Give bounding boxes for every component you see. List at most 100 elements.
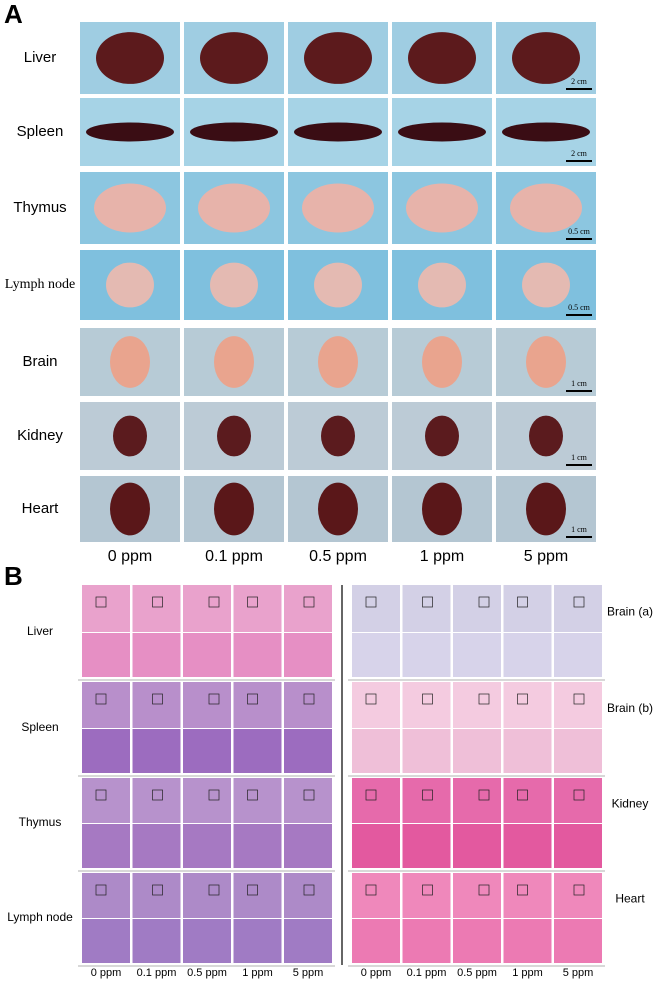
column-label: 0.5 ppm [457,967,497,979]
scale-bar-label: 1 cm [571,453,588,462]
organ [512,32,580,84]
histology-low [352,778,400,823]
organ [422,482,462,536]
column-label: 0.1 ppm [407,967,447,979]
organ [302,183,374,233]
roi-box [478,789,490,801]
roi-box [247,789,258,801]
histology-low [453,778,501,823]
histology-low [233,778,282,823]
roi-box [303,789,315,801]
roi-box [152,596,163,608]
histology-high [284,633,332,677]
roi-box [303,884,315,896]
row-label: Heart [22,500,60,517]
histology-low [132,585,181,632]
histology-low [82,682,130,728]
organ [522,262,570,308]
histology-high [352,919,400,963]
histology-high [233,729,282,773]
histology-low [554,778,602,823]
row-label: Liver [24,49,57,66]
roi-box [573,789,585,801]
roi-box [303,693,315,705]
histology-low [402,778,451,823]
histology-high [554,729,602,773]
roi-box [573,884,585,896]
histology-low [183,585,231,632]
histology-high [402,633,451,677]
organ [110,336,150,388]
histology-low [453,873,501,918]
histology-low [402,682,451,728]
column-label: 5 ppm [293,967,324,979]
column-label: 5 ppm [563,967,594,979]
column-label: 0 ppm [108,548,152,565]
roi-box [208,596,220,608]
row-label: Spleen [17,123,64,140]
organ [94,183,166,233]
column-label: 0.5 ppm [187,967,227,979]
histology-low [284,778,332,823]
histology-low [352,585,400,632]
row-label: Thymus [13,199,66,216]
organ [86,122,174,142]
column-label: 0 ppm [361,967,392,979]
organ [406,183,478,233]
roi-box [95,789,107,801]
column-label: 1 ppm [242,967,273,979]
histology-low [233,873,282,918]
organ [314,262,362,308]
histology-high [233,919,282,963]
row-label: Lymph node [5,277,75,292]
histology-high [402,824,451,868]
row-label: Kidney [612,797,649,811]
histology-high [352,824,400,868]
row-label: Liver [27,624,53,638]
organ [318,336,358,388]
histology-high [554,824,602,868]
histology-low [233,585,282,632]
histology-high [132,633,181,677]
histology-low [284,873,332,918]
roi-box [517,789,528,801]
scale-bar-label: 1 cm [571,379,588,388]
histology-high [352,729,400,773]
organ [408,32,476,84]
histology-low [132,778,181,823]
histology-low [82,873,130,918]
roi-box [422,693,433,705]
roi-box [573,596,585,608]
histology-high [132,729,181,773]
roi-box [152,693,163,705]
histology-low [554,585,602,632]
roi-box [247,596,258,608]
histology-low [453,585,501,632]
organ [418,262,466,308]
scale-bar-label: 2 cm [571,77,588,86]
histology-high [82,633,130,677]
histology-high [453,729,501,773]
row-label: Brain (a) [607,605,653,619]
row-label: Kidney [17,427,63,444]
histology-high [183,919,231,963]
column-label: 5 ppm [524,548,568,565]
organ [526,336,566,388]
histology-high [183,824,231,868]
histology-low [503,585,552,632]
histology-high [453,919,501,963]
roi-box [365,693,377,705]
panel-label: B [4,561,23,591]
organ [502,122,590,142]
histology-high [82,729,130,773]
histology-low [402,873,451,918]
row-label: Lymph node [7,910,73,924]
histology-low [132,682,181,728]
organ [294,122,382,142]
histology-high [503,919,552,963]
column-label: 0.1 ppm [205,548,263,565]
roi-box [478,693,490,705]
histology-low [284,682,332,728]
roi-box [208,789,220,801]
column-label: 1 ppm [420,548,464,565]
